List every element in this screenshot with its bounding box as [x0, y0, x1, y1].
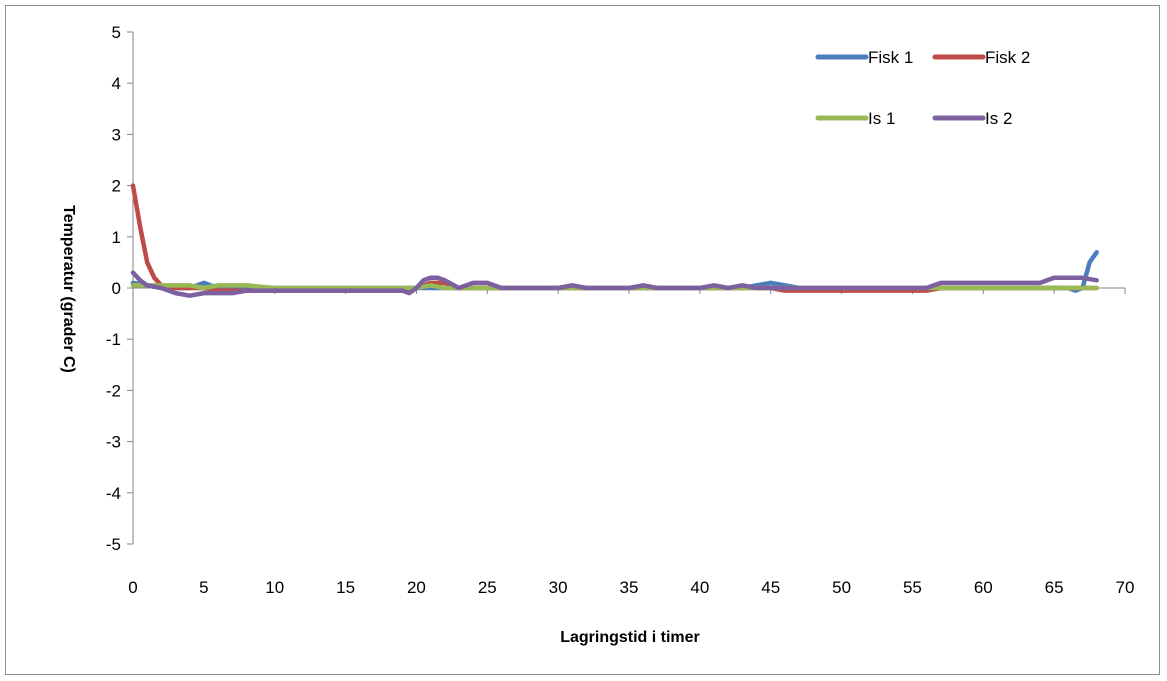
- y-tick-label: -1: [106, 330, 121, 349]
- x-tick-label: 20: [407, 578, 426, 597]
- legend-label: Fisk 2: [985, 48, 1030, 67]
- legend-label: Is 1: [868, 109, 895, 128]
- x-tick-label: 10: [265, 578, 284, 597]
- series-line-2: [130, 183, 1099, 293]
- x-tick-label: 15: [336, 578, 355, 597]
- legend-label: Is 2: [985, 109, 1012, 128]
- x-axis-title: Lagringstid i timer: [560, 629, 700, 646]
- legend: Fisk 1 Fisk 2 Is 1 Is 2: [815, 48, 1030, 128]
- y-tick-label: 4: [112, 74, 121, 93]
- x-tick-label: 5: [199, 578, 208, 597]
- y-tick-label: -2: [106, 381, 121, 400]
- x-tick-label: 60: [974, 578, 993, 597]
- series-lines: [130, 183, 1099, 298]
- y-tick-label: 1: [112, 228, 121, 247]
- x-tick-label: 40: [690, 578, 709, 597]
- y-tick-label: -5: [106, 535, 121, 554]
- legend-label: Fisk 1: [868, 48, 913, 67]
- x-tick-label: 25: [478, 578, 497, 597]
- x-tick-label: 30: [549, 578, 568, 597]
- x-tick-label: 45: [761, 578, 780, 597]
- x-tick-label: 55: [903, 578, 922, 597]
- y-tick-label: 0: [112, 279, 121, 298]
- y-tick-label: -3: [106, 433, 121, 452]
- x-tick-label: 35: [620, 578, 639, 597]
- y-tick-label: -4: [106, 484, 121, 503]
- y-tick-label: 2: [112, 177, 121, 196]
- x-tick-label: 70: [1116, 578, 1135, 597]
- series-line-4: [130, 270, 1099, 298]
- x-tick-label: 0: [128, 578, 137, 597]
- y-tick-label: 5: [112, 23, 121, 42]
- y-axis-title: Temperatur (grader C): [60, 205, 77, 373]
- x-tick-label: 50: [832, 578, 851, 597]
- y-tick-label: 3: [112, 125, 121, 144]
- x-tick-label: 65: [1045, 578, 1064, 597]
